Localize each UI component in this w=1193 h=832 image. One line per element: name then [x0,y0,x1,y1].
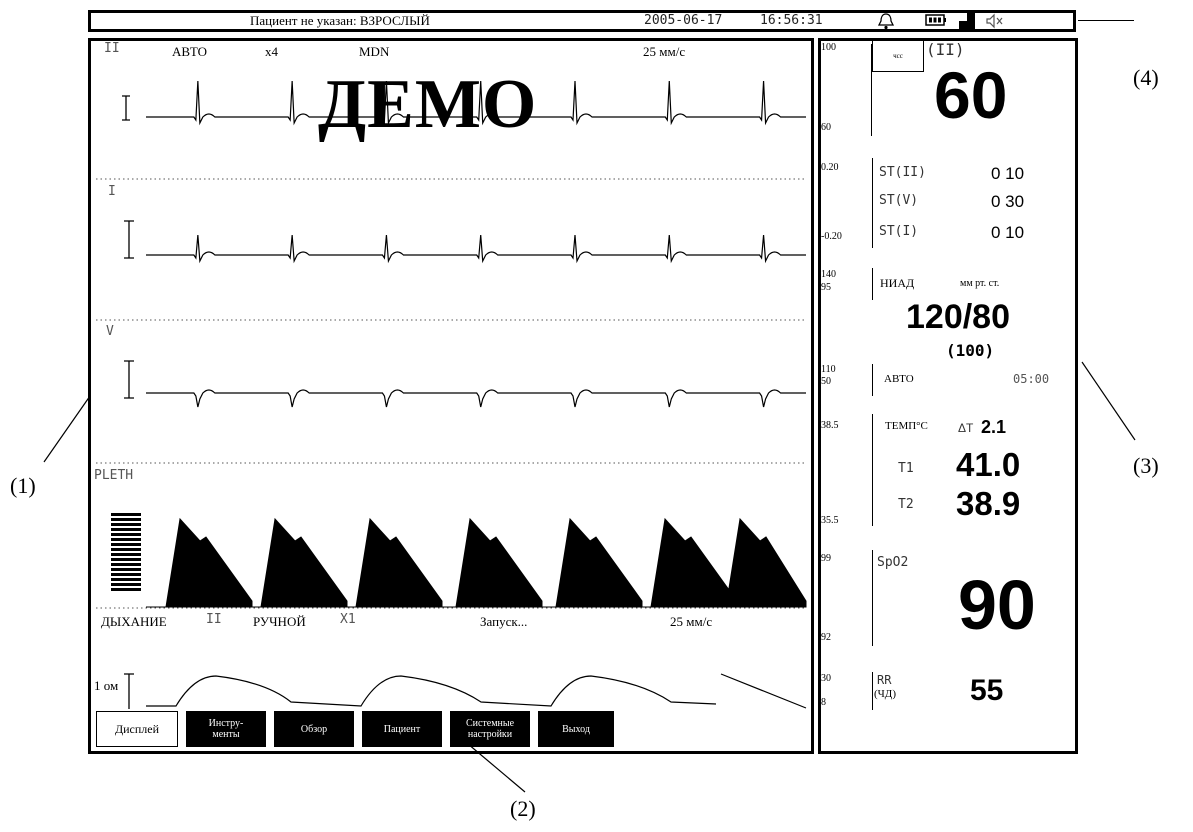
rr-sublabel: (ЧД) [874,688,896,700]
divider [872,672,873,710]
hr-lead: (II) [926,40,965,59]
temp-scale-high: 38.5 [821,420,839,431]
st-v-label: ST(V) [879,193,919,208]
callout-2: (2) [510,796,536,821]
ecg1-waveform [146,80,806,126]
st-i-label: ST(I) [879,224,919,239]
parameter-panel [818,38,1078,754]
ecg2-lead[interactable]: I [108,184,116,199]
nibp-scale-c: 110 [821,364,836,375]
st-ii-label: ST(II) [879,165,926,180]
hr-scale-high: 100 [821,42,836,53]
rr-scale-low: 8 [821,697,826,708]
callout-3: (3) [1133,453,1159,478]
divider [872,364,873,396]
resp-calibration-bar [124,673,134,709]
resp-status: Запуск... [480,614,528,629]
divider [871,44,872,136]
ecg3-waveform [146,389,806,408]
nibp-label[interactable]: НИАД [880,276,915,290]
rr-label[interactable]: RR [877,673,892,687]
resp-lead[interactable]: II [206,612,222,627]
hr-scale-low: 60 [821,122,831,133]
demo-watermark: ДЕМО [318,66,538,143]
resp-label[interactable]: ДЫХАНИЕ [101,614,167,629]
pleth-label[interactable]: PLETH [94,468,134,483]
callout-1: (1) [10,473,36,498]
date: 2005-06-17 [644,13,723,28]
ecg3-lead[interactable]: V [106,324,114,339]
resp-speed: 25 мм/с [670,614,713,629]
divider [872,158,873,248]
hr-label-box[interactable]: чсс [872,40,924,72]
resp-scale: 1 ом [94,678,119,693]
patient-button[interactable]: Пациент [362,711,442,747]
nibp-mode[interactable]: АВТО [884,373,914,385]
nibp-mean: (100) [946,341,995,360]
spo2-scale-high: 99 [821,553,831,564]
t2-value: 38.9 [956,485,1021,522]
t2-label: T2 [898,497,914,512]
system-settings-button[interactable]: Системные настройки [450,711,530,747]
nibp-scale-d: 50 [821,376,831,387]
exit-button[interactable]: Выход [538,711,614,747]
nibp-scale-a: 140 [821,269,836,280]
callout-4: (4) [1133,65,1159,90]
spo2-value: 90 [958,566,1036,644]
ecg-calibration-bars [122,95,134,399]
resp-waveform [146,673,807,709]
tools-button[interactable]: Инстру- менты [186,711,266,747]
divider [872,268,873,300]
st-scale-low: -0.20 [821,231,842,242]
sound-muted-icon[interactable] [985,12,1005,30]
temp-delta-value: 2.1 [981,417,1007,437]
hr-value: 60 [934,58,1008,132]
waveforms [96,80,807,709]
ecg1-filter[interactable]: MDN [359,44,390,59]
spo2-scale-low: 92 [821,632,831,643]
display-button[interactable]: Дисплей [96,711,178,747]
ecg1-lead[interactable]: II [104,41,120,56]
st-v-value: 0 30 [991,192,1025,211]
rr-scale-high: 30 [821,673,831,684]
resp-mode[interactable]: РУЧНОЙ [253,614,306,629]
spo2-label[interactable]: SpO2 [877,555,909,570]
pleth-waveform [146,517,807,608]
resp-gain[interactable]: X1 [340,612,356,627]
ecg1-mode[interactable]: АВТО [172,44,208,59]
network-icon [959,13,975,29]
callout-line-4 [1078,20,1134,21]
nibp-value: 120/80 [906,298,1010,336]
divider [872,414,873,526]
rr-value: 55 [970,674,1004,707]
review-button[interactable]: Обзор [274,711,354,747]
ecg2-waveform [146,234,806,264]
t1-label: T1 [898,461,914,476]
status-bar [88,10,1076,32]
temp-delta-label: ΔT [958,421,974,435]
battery-icon [925,14,946,26]
divider [872,550,873,646]
nibp-interval: 05:00 [1013,372,1050,386]
st-ii-value: 0 10 [991,164,1025,183]
pleth-signal-bars [111,513,141,591]
temp-scale-low: 35.5 [821,515,839,526]
st-scale-high: 0.20 [821,162,839,173]
nibp-unit: мм рт. ст. [960,278,1000,289]
st-i-value: 0 10 [991,223,1025,242]
alarm-bell-icon[interactable] [876,12,896,30]
patient-info[interactable]: Пациент не указан: ВЗРОСЛЫЙ [250,13,430,28]
clock: 16:56:31 [760,13,823,28]
temp-label[interactable]: ТЕМП°C [885,420,928,432]
t1-value: 41.0 [956,446,1021,483]
ecg1-speed: 25 мм/с [643,44,686,59]
ecg1-gain[interactable]: x4 [265,44,278,59]
nibp-scale-b: 95 [821,282,831,293]
